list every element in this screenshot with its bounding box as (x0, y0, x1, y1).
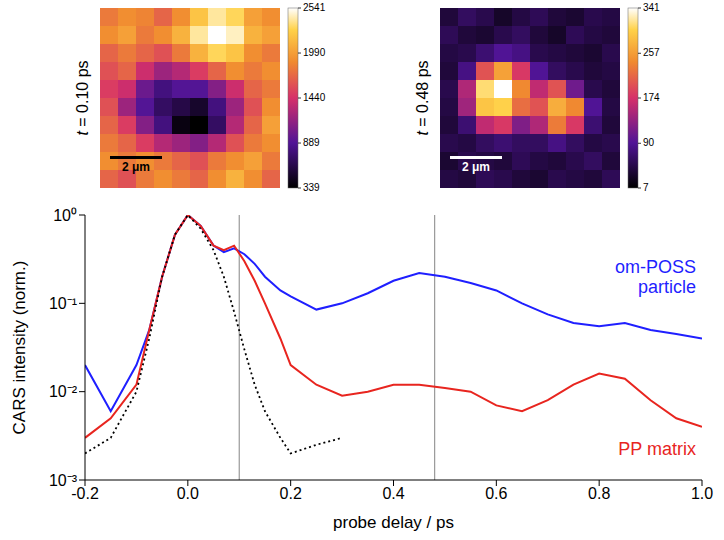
svg-text:10⁰: 10⁰ (53, 207, 77, 224)
svg-text:341: 341 (643, 2, 660, 13)
svg-text:CARS intensity (norm.): CARS intensity (norm.) (10, 261, 29, 435)
svg-text:probe delay / ps: probe delay / ps (333, 513, 454, 532)
html-text:PP matrix: PP matrix (618, 439, 696, 459)
svg-text:2541: 2541 (303, 2, 326, 13)
svg-text:0.2: 0.2 (280, 485, 302, 502)
svg-text:10⁻²: 10⁻² (49, 383, 78, 400)
svg-text:1.0: 1.0 (691, 485, 713, 502)
svg-text:1990: 1990 (303, 47, 326, 58)
svg-text:7: 7 (643, 182, 649, 193)
html-text:particle: particle (638, 277, 696, 297)
html-text:2 μm: 2 μm (122, 160, 150, 174)
svg-text:889: 889 (303, 137, 320, 148)
svg-text:0.4: 0.4 (382, 485, 404, 502)
svg-text:0.6: 0.6 (485, 485, 507, 502)
svg-text:174: 174 (643, 92, 660, 103)
svg-text:1440: 1440 (303, 92, 326, 103)
svg-text:t = 0.48 ps: t = 0.48 ps (414, 60, 431, 135)
svg-text:90: 90 (643, 137, 655, 148)
svg-text:0.8: 0.8 (588, 485, 610, 502)
svg-text:10⁻¹: 10⁻¹ (49, 295, 77, 312)
svg-text:t = 0.10 ps: t = 0.10 ps (74, 60, 91, 135)
svg-text:-0.2: -0.2 (71, 485, 99, 503)
html-text:om-POSS: om-POSS (615, 257, 696, 277)
svg-text:257: 257 (643, 47, 660, 58)
svg-text:10⁻³: 10⁻³ (49, 472, 78, 489)
svg-text:0.0: 0.0 (177, 485, 199, 502)
svg-text:339: 339 (303, 182, 320, 193)
html-text:2 μm: 2 μm (462, 160, 490, 174)
